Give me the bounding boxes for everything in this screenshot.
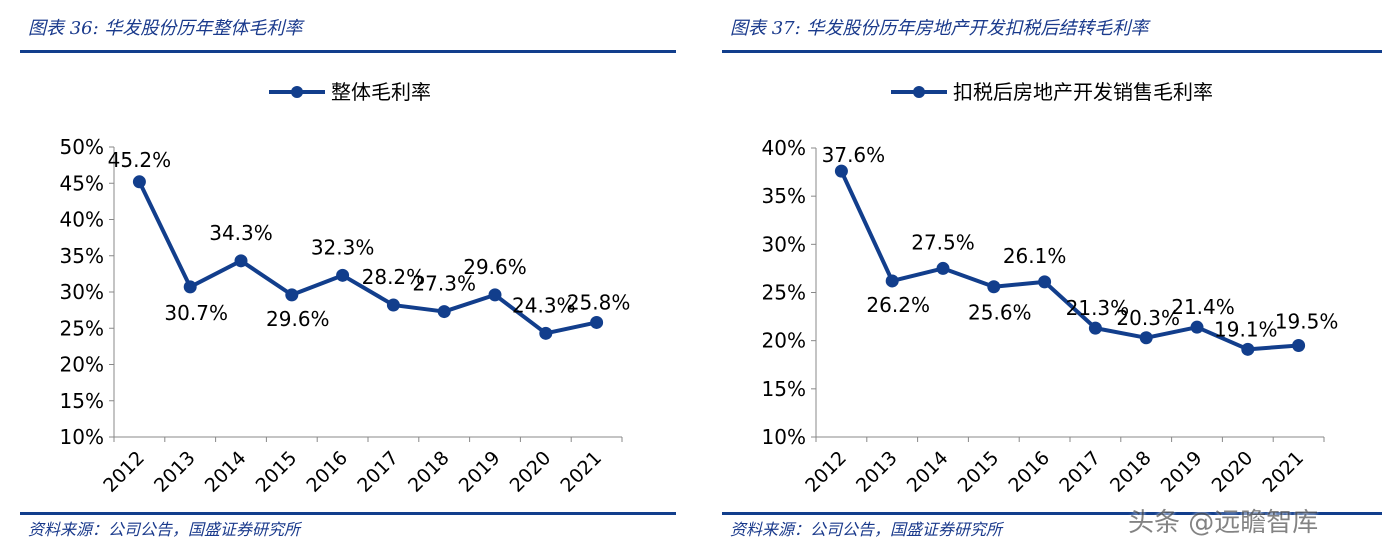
- x-tick-label: 2018: [1106, 447, 1156, 497]
- title-rule: [20, 50, 676, 53]
- data-point: [1190, 320, 1204, 334]
- data-label: 25.8%: [567, 290, 631, 314]
- data-point: [590, 315, 604, 329]
- data-label: 26.2%: [866, 293, 930, 317]
- y-tick-label: 15%: [60, 389, 104, 413]
- data-label: 29.6%: [266, 307, 330, 331]
- y-tick-label: 30%: [60, 280, 104, 304]
- y-tick-label: 50%: [60, 135, 104, 159]
- data-label: 28.2%: [362, 265, 426, 289]
- x-tick-label: 2016: [302, 447, 352, 497]
- data-point: [1088, 321, 1102, 335]
- watermark: 头条 @远瞻智库: [1128, 508, 1319, 538]
- y-tick-label: 20%: [60, 353, 104, 377]
- y-tick-label: 25%: [60, 316, 104, 340]
- data-point: [1292, 338, 1306, 352]
- data-point: [336, 268, 350, 282]
- data-point: [234, 254, 248, 268]
- x-tick-label: 2012: [99, 447, 149, 497]
- series-line: [839, 170, 1299, 352]
- data-point: [285, 288, 299, 302]
- x-tick-label: 2013: [852, 447, 902, 497]
- x-tick-label: 2017: [353, 447, 403, 497]
- data-label: 20.3%: [1116, 306, 1180, 330]
- data-label: 25.6%: [968, 301, 1032, 325]
- legend-marker: [291, 86, 303, 98]
- x-tick-label: 2017: [1055, 447, 1105, 497]
- x-tick-label: 2020: [506, 447, 556, 497]
- data-label: 27.5%: [911, 230, 975, 254]
- data-label: 34.3%: [209, 221, 273, 245]
- data-point: [183, 280, 197, 294]
- y-tick-label: 40%: [762, 136, 806, 160]
- line-chart-overall-gross-margin: 10%15%20%25%30%35%40%45%50%2012 2013 2014 2…: [60, 80, 631, 497]
- y-tick-label: 25%: [762, 281, 806, 305]
- data-point: [539, 326, 553, 340]
- data-point: [987, 280, 1001, 294]
- y-tick-label: 45%: [60, 171, 104, 195]
- data-label: 37.6%: [822, 143, 886, 167]
- series-line: [137, 180, 598, 336]
- data-label: 27.3%: [412, 272, 476, 296]
- x-tick-label: 2021: [1258, 447, 1308, 497]
- data-point: [437, 305, 451, 319]
- legend-label: 整体毛利率: [331, 80, 431, 104]
- x-tick-label: 2019: [1157, 447, 1207, 497]
- data-point: [1139, 331, 1153, 345]
- figure-title: 图表 36: 华发股份历年整体毛利率: [28, 18, 303, 39]
- chart-panel-right: 图表 37: 华发股份历年房地产开发扣税后结转毛利率 10% 15% 20% 25% 3…: [722, 0, 1382, 549]
- x-tick-label: 2015: [954, 447, 1004, 497]
- data-label: 26.1%: [1003, 244, 1067, 268]
- y-tick-label: 15%: [762, 377, 806, 401]
- source-note: 资料来源：公司公告，国盛证券研究所: [730, 520, 1003, 539]
- x-tick-label: 2016: [1004, 447, 1054, 497]
- legend-label: 扣税后房地产开发销售毛利率: [953, 80, 1213, 104]
- data-label: 24.3%: [512, 293, 576, 317]
- x-tick-label: 2012: [801, 447, 851, 497]
- data-label: 29.6%: [463, 255, 527, 279]
- figure-title: 图表 37: 华发股份历年房地产开发扣税后结转毛利率: [730, 18, 1149, 39]
- data-point: [1241, 342, 1255, 356]
- data-point: [386, 298, 400, 312]
- data-point: [936, 261, 950, 275]
- y-tick-label: 10%: [60, 425, 104, 449]
- x-tick-label: 2014: [903, 447, 953, 497]
- data-point: [1038, 275, 1052, 289]
- data-label: 32.3%: [311, 235, 375, 259]
- x-tick-label: 2015: [252, 447, 302, 497]
- data-point: [488, 288, 502, 302]
- source-rule: [722, 512, 1382, 515]
- line-chart-real-estate-gross-margin: 10%15%20%25%30%35%40%2012 2013 2014 2015 201…: [762, 80, 1339, 497]
- x-tick-label: 2014: [201, 447, 251, 497]
- data-label: 21.3%: [1066, 296, 1130, 320]
- x-tick-label: 2021: [556, 447, 606, 497]
- data-label: 19.1%: [1214, 317, 1278, 341]
- y-tick-label: 35%: [762, 184, 806, 208]
- x-tick-label: 2019: [455, 447, 505, 497]
- data-label: 45.2%: [108, 148, 172, 172]
- chart-panel-left: 图表 36: 华发股份历年整体毛利率 10% 15% 20% 25% 30% 35% 40%…: [20, 0, 676, 549]
- data-point: [132, 175, 146, 189]
- data-point: [834, 164, 848, 178]
- title-rule: [722, 50, 1382, 53]
- y-tick-label: 10%: [762, 425, 806, 449]
- y-tick-label: 40%: [60, 208, 104, 232]
- y-tick-label: 20%: [762, 329, 806, 353]
- y-tick-label: 35%: [60, 244, 104, 268]
- source-note: 资料来源：公司公告，国盛证券研究所: [28, 520, 301, 539]
- data-label: 30.7%: [164, 301, 228, 325]
- y-tick-label: 30%: [762, 232, 806, 256]
- data-label: 21.4%: [1171, 295, 1235, 319]
- x-tick-label: 2020: [1208, 447, 1258, 497]
- data-label: 19.5%: [1275, 309, 1339, 333]
- legend-marker: [913, 86, 925, 98]
- source-rule: [20, 512, 676, 515]
- x-tick-label: 2013: [150, 447, 200, 497]
- legend: 整体毛利率: [269, 80, 431, 104]
- data-point: [885, 274, 899, 288]
- legend: 扣税后房地产开发销售毛利率: [891, 80, 1213, 104]
- x-tick-label: 2018: [404, 447, 454, 497]
